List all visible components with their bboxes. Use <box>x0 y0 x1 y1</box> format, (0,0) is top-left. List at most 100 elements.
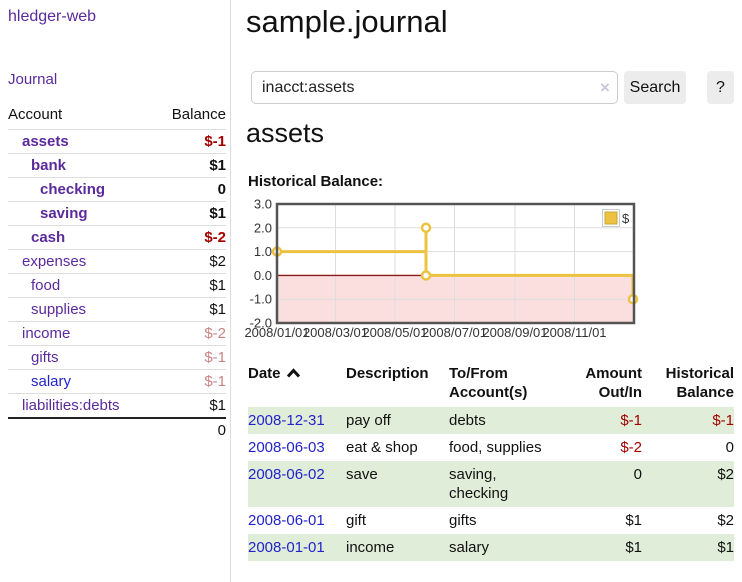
account-row: cash $-2 <box>8 225 226 250</box>
account-link[interactable]: bank <box>31 157 67 174</box>
account-balance: $-1 <box>204 349 226 366</box>
accounts-total: 0 <box>217 422 226 439</box>
date-column-header[interactable]: Date <box>248 361 346 407</box>
accounts-total-row: 0 <box>8 418 226 442</box>
chart-x-tick: 2008/09/01 <box>482 325 547 340</box>
chart-y-tick: 2.0 <box>254 220 272 235</box>
accounts-cell: salary <box>449 539 490 556</box>
clear-search-icon[interactable]: × <box>600 78 610 97</box>
account-balance: $1 <box>209 205 226 222</box>
chart-x-tick: 2008/07/01 <box>422 325 487 340</box>
amount-cell: $-2 <box>620 439 642 456</box>
register-table: Date Description To/From Account(s) Amou… <box>248 361 734 561</box>
journal-nav-link[interactable]: Journal <box>8 71 58 88</box>
account-balance: $1 <box>209 277 226 294</box>
description-cell: eat & shop <box>346 439 418 456</box>
account-row: income $-2 <box>8 321 226 346</box>
page-title: sample.journal <box>246 4 448 39</box>
account-row: food $1 <box>8 273 226 298</box>
accounts-cell: food, supplies <box>449 439 542 456</box>
amount-cell: $1 <box>625 512 642 529</box>
account-row: gifts $-1 <box>8 345 226 370</box>
account-balance: $-1 <box>204 133 226 150</box>
chart-title: Historical Balance: <box>248 173 384 190</box>
account-link[interactable]: checking <box>40 181 106 198</box>
amount-cell: 0 <box>633 466 642 483</box>
transaction-row: 2008-06-03 eat & shop food, supplies $-2… <box>248 434 734 461</box>
account-balance: $-2 <box>204 229 226 246</box>
amount-cell: $1 <box>625 539 642 556</box>
search-input[interactable] <box>251 71 618 104</box>
account-column-header: Account <box>8 106 63 123</box>
chart-legend-swatch <box>604 211 618 225</box>
chart-x-tick: 2008/03/01 <box>303 325 368 340</box>
date-column-label: Date <box>248 365 281 382</box>
account-row: expenses $2 <box>8 249 226 274</box>
date-link[interactable]: 2008-01-01 <box>248 539 325 556</box>
balance-cell: $2 <box>717 512 734 529</box>
description-cell: income <box>346 539 395 556</box>
account-row: salary $-1 <box>8 369 226 394</box>
help-button[interactable]: ? <box>707 71 734 104</box>
chart-plot-border <box>275 202 636 325</box>
account-link[interactable]: supplies <box>31 301 87 318</box>
account-balance: $1 <box>209 157 226 174</box>
balance-cell: 0 <box>725 439 734 456</box>
date-link[interactable]: 2008-12-31 <box>248 412 325 429</box>
date-link[interactable]: 2008-06-02 <box>248 466 325 483</box>
search-button[interactable]: Search <box>624 71 686 104</box>
account-row: assets $-1 <box>8 129 226 154</box>
brand-link[interactable]: hledger-web <box>8 8 97 25</box>
accounts-cell: saving, checking <box>449 466 509 502</box>
description-cell: gift <box>346 512 367 529</box>
account-link[interactable]: assets <box>22 133 69 150</box>
account-row: checking 0 <box>8 177 226 202</box>
accounts-cell: gifts <box>449 512 477 529</box>
account-link[interactable]: salary <box>31 373 72 390</box>
chart-x-axis: 2008/01/01 2008/03/01 2008/05/01 2008/07… <box>244 325 606 340</box>
account-row: bank $1 <box>8 153 226 178</box>
description-column-header: Description <box>346 365 429 382</box>
transaction-row: 2008-12-31 pay off debts $-1 $-1 <box>248 407 734 434</box>
description-cell: pay off <box>346 412 391 429</box>
chart-x-tick: 2008/01/01 <box>244 325 309 340</box>
account-row: liabilities:debts $1 <box>8 393 226 419</box>
account-link[interactable]: liabilities:debts <box>22 397 120 414</box>
account-balance: $1 <box>209 301 226 318</box>
account-link[interactable]: food <box>31 277 61 294</box>
accounts-column-header: To/From Account(s) <box>449 365 528 401</box>
accounts-table: Account Balance assets $-1 bank $1 check… <box>8 102 226 442</box>
historical-balance-chart: $ 3.0 2.0 1.0 0.0 -1.0 -2.0 2008/01/01 2… <box>244 197 639 340</box>
chart-y-axis: 3.0 2.0 1.0 0.0 -1.0 -2.0 <box>250 197 272 331</box>
account-link[interactable]: expenses <box>22 253 87 270</box>
transaction-row: 2008-06-02 save saving, checking 0 $2 <box>248 461 734 507</box>
chart-y-tick: 0.0 <box>254 268 272 283</box>
chart-x-tick: 2008/11/01 <box>542 325 606 340</box>
account-link[interactable]: cash <box>31 229 66 246</box>
amount-column-header: Amount Out/In <box>585 365 642 401</box>
chart-y-tick: 1.0 <box>254 244 272 259</box>
chart-legend-label: $ <box>622 211 630 226</box>
historical-balance-column-header: Historical Balance <box>665 365 734 401</box>
account-row: saving $1 <box>8 201 226 226</box>
accounts-cell: debts <box>449 412 486 429</box>
chart-legend: $ <box>602 209 630 227</box>
chart-y-tick: 3.0 <box>254 197 272 212</box>
account-balance: 0 <box>217 181 226 198</box>
account-link[interactable]: saving <box>40 205 88 222</box>
balance-cell: $-1 <box>712 412 734 429</box>
account-link[interactable]: income <box>22 325 71 342</box>
account-balance: $2 <box>209 253 226 270</box>
balance-cell: $1 <box>717 539 734 556</box>
amount-cell: $-1 <box>620 412 642 429</box>
balance-cell: $2 <box>717 466 734 483</box>
account-balance: $-1 <box>204 373 226 390</box>
account-row: supplies $1 <box>8 297 226 322</box>
date-link[interactable]: 2008-06-01 <box>248 512 325 529</box>
description-cell: save <box>346 466 378 483</box>
date-link[interactable]: 2008-06-03 <box>248 439 325 456</box>
accounts-total-spacer <box>8 418 155 442</box>
sidebar: hledger-web Journal Account Balance asse… <box>0 0 231 582</box>
account-link[interactable]: gifts <box>31 349 59 366</box>
transaction-row: 2008-06-01 gift gifts $1 $2 <box>248 507 734 534</box>
